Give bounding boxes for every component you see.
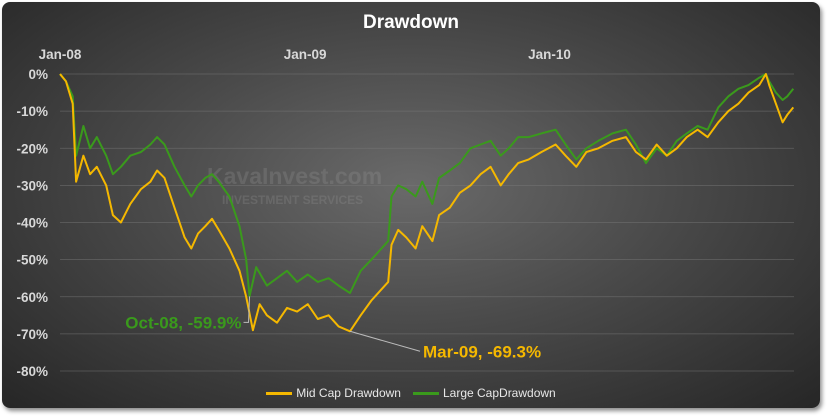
- series-line: [59, 73, 795, 298]
- series-layer: [59, 73, 795, 333]
- legend-swatch: [412, 392, 439, 396]
- x-tick-label: Jan-08: [39, 47, 82, 62]
- legend-label: Large CapDrawdown: [442, 386, 556, 400]
- y-tick-layer: 0% -10% -20% -30% -40% -50% -60% -70% -80%: [16, 67, 48, 379]
- annotation-leader-line: [349, 330, 421, 352]
- x-tick-label: Jan-09: [284, 47, 327, 62]
- y-tick-label: -10%: [16, 104, 48, 119]
- y-tick-label: -50%: [16, 253, 48, 268]
- y-tick-label: -60%: [16, 290, 48, 305]
- annotation-layer: Oct-08, -59.9% Mar-09, -69.3%: [125, 296, 541, 361]
- chart-frame: Drawdown KavaInvest.com INVESTMENT SERVI…: [2, 2, 820, 408]
- y-tick-label: -30%: [16, 178, 48, 193]
- y-tick-label: -80%: [16, 364, 48, 379]
- legend-label: Mid Cap Drawdown: [296, 386, 401, 400]
- watermark-subtext: INVESTMENT SERVICES: [222, 193, 363, 207]
- y-tick-label: -20%: [16, 141, 48, 156]
- x-tick-label: Jan-10: [528, 47, 571, 62]
- legend-item: Large CapDrawdown: [412, 386, 556, 400]
- legend-swatch: [266, 392, 293, 396]
- legend: Mid Cap Drawdown Large CapDrawdown: [2, 386, 820, 400]
- drawdown-chart: KavaInvest.com INVESTMENT SERVICES 0% -10…: [16, 47, 795, 379]
- series-line: [59, 73, 795, 333]
- chart-title: Drawdown: [362, 12, 460, 33]
- annotation-label: Mar-09, -69.3%: [423, 342, 541, 361]
- annotation-label: Oct-08, -59.9%: [125, 313, 241, 332]
- annotation-leader-line: [243, 296, 251, 323]
- y-tick-label: -40%: [16, 216, 48, 231]
- x-tick-layer: Jan-08 Jan-09 Jan-10: [39, 47, 571, 62]
- y-tick-label: -70%: [16, 327, 48, 342]
- watermark-text: KavaInvest.com: [207, 163, 382, 189]
- legend-item: Mid Cap Drawdown: [266, 386, 401, 400]
- y-tick-label: 0%: [28, 67, 48, 82]
